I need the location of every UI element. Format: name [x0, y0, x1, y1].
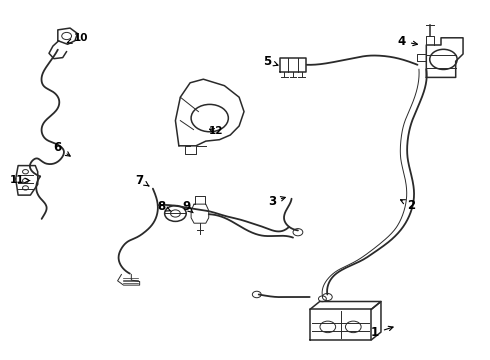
Text: 8: 8: [158, 201, 171, 213]
Text: 2: 2: [400, 199, 416, 212]
Text: 6: 6: [54, 141, 70, 156]
Text: 10: 10: [67, 33, 88, 43]
Text: 9: 9: [182, 201, 193, 213]
Text: 11: 11: [10, 175, 30, 185]
Text: 4: 4: [398, 35, 417, 48]
Text: 3: 3: [268, 195, 285, 208]
Text: 5: 5: [263, 55, 278, 68]
Text: 7: 7: [136, 174, 149, 186]
Text: 12: 12: [208, 126, 223, 136]
Text: 1: 1: [371, 326, 393, 339]
